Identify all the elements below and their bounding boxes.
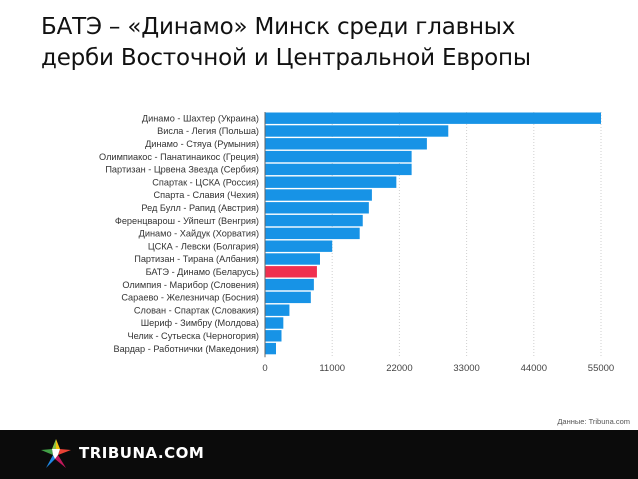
bar [265, 330, 282, 342]
bar [265, 163, 412, 176]
category-label: БАТЭ - Динамо (Беларусь) [146, 267, 259, 277]
bar [265, 253, 320, 265]
x-tick-label: 22000 [386, 363, 412, 374]
x-tick-label: 55000 [588, 363, 614, 374]
category-label: Динамо - Хайдук (Хорватия) [139, 229, 259, 239]
bar [265, 342, 276, 355]
category-label: Спартак - ЦСКА (Россия) [152, 177, 259, 187]
title-line-1: БАТЭ – «Динамо» Минск среди главных [41, 14, 516, 40]
category-label: Олимпия - Марибор (Словения) [122, 280, 259, 290]
title-line-2: дерби Восточной и Центральной Европы [41, 45, 531, 71]
x-tick-label: 33000 [453, 363, 479, 374]
category-label: Ференцварош - Уйпешт (Венгрия) [115, 216, 259, 226]
x-tick-label: 11000 [319, 363, 345, 374]
bar [265, 278, 314, 291]
category-label: Вардар - Работнички (Македония) [113, 344, 259, 354]
footer-bar: TRIBUNA.COM [0, 430, 638, 479]
category-label: Динамо - Шахтер (Украина) [142, 113, 259, 123]
bar [265, 317, 284, 329]
category-label: Сараево - Железничар (Босния) [121, 293, 259, 303]
x-tick-label: 0 [262, 363, 267, 374]
bar-chart: Динамо - Шахтер (Украина) Висла - Легия (… [99, 112, 614, 374]
category-label: Слован - Спартак (Словакия) [134, 305, 259, 315]
category-label: ЦСКА - Левски (Болгария) [148, 241, 259, 251]
source-note: Данные: Tribuna.com [557, 417, 630, 426]
multicolor-star-icon [41, 439, 71, 468]
category-label: Партизан - Тирана (Албания) [134, 254, 259, 264]
bar [265, 291, 311, 304]
category-label: Олимпиакос - Панатинаикос (Греция) [99, 152, 259, 162]
bar [265, 176, 397, 188]
category-label: Челик - Сутьеска (Черногория) [127, 331, 259, 341]
category-label: Спарта - Славия (Чехия) [153, 190, 259, 200]
category-label: Партизан - Црвена Звезда (Сербия) [105, 165, 259, 175]
x-tick-label: 44000 [521, 363, 547, 374]
bar [265, 138, 427, 150]
bar [265, 189, 372, 201]
bar [265, 266, 317, 278]
bar [265, 125, 449, 137]
bar [265, 112, 601, 124]
bar [265, 202, 369, 214]
category-label: Динамо - Стяуа (Румыния) [145, 139, 259, 149]
bar [265, 150, 412, 163]
page-title: БАТЭ – «Динамо» Минск среди главных дерб… [41, 12, 621, 74]
bar [265, 304, 290, 316]
category-label: Ред Булл - Рапид (Австрия) [141, 203, 259, 213]
bar [265, 227, 360, 240]
category-label: Шериф - Зимбру (Молдова) [141, 318, 259, 328]
brand-logo-text: TRIBUNA.COM [79, 444, 205, 462]
category-label: Висла - Легия (Польша) [157, 126, 259, 136]
bar [265, 240, 333, 252]
bar [265, 214, 363, 227]
